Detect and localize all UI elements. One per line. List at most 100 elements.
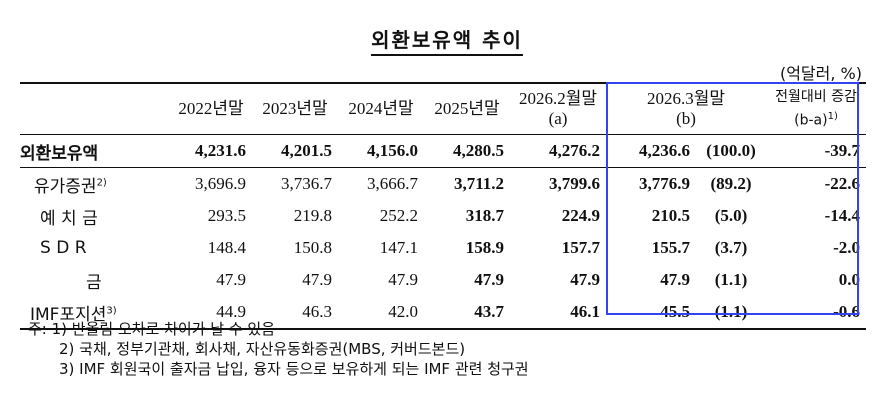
cell-2023-text: 219.8 [293, 206, 332, 225]
cell-2025: 158.9 [424, 232, 510, 264]
cell-share: (1.1) [696, 296, 766, 330]
cell-2023: 3,736.7 [252, 168, 338, 201]
table-body: 외환보유액 4,231.6 4,201.5 4,156.0 4,280.5 4,276.2… [20, 134, 866, 330]
cell-change-text: 0.0 [838, 270, 860, 289]
cell-change: 0.0 [766, 264, 866, 296]
table-row: 외환보유액 4,231.6 4,201.5 4,156.0 4,280.5 4,276.2… [20, 134, 866, 168]
cell-2022-text: 148.4 [207, 238, 246, 257]
row-label-text: 유가증권 [34, 176, 97, 197]
cell-change: -2.0 [766, 232, 866, 264]
cell-2023: 219.8 [252, 200, 338, 232]
cell-mar-2026-text: 3,776.9 [639, 174, 690, 193]
header-mar-2026: 2026.3월말 (b) [606, 82, 766, 135]
cell-change: -0.6 [766, 296, 866, 330]
cell-2022-text: 44.9 [216, 302, 246, 321]
cell-2023-text: 47.9 [302, 270, 332, 289]
cell-change-text: -0.6 [833, 302, 860, 321]
cell-mar-2026: 4,236.6 [606, 134, 696, 168]
cell-feb-2026: 157.7 [510, 232, 606, 264]
cell-2025: 47.9 [424, 264, 510, 296]
cell-2022: 148.4 [170, 232, 252, 264]
cell-2024: 42.0 [338, 296, 424, 330]
cell-change-text: -2.0 [833, 238, 860, 257]
row-label-text: S D R [40, 238, 87, 258]
row-label: IMF포지션3) [20, 296, 170, 330]
row-label: 외환보유액 [20, 134, 170, 168]
cell-feb-2026-text: 224.9 [561, 206, 600, 225]
row-label: 유가증권2) [20, 168, 170, 201]
table-row: 유가증권2) 3,696.9 3,736.7 3,666.7 3,711.2 3,799.… [20, 168, 866, 201]
cell-2025-text: 158.9 [465, 238, 504, 257]
cell-feb-2026: 3,799.6 [510, 168, 606, 201]
cell-2024-text: 147.1 [379, 238, 418, 257]
cell-2024-text: 252.2 [379, 206, 418, 225]
table-row: IMF포지션3) 44.9 46.3 42.0 43.7 46.1 45.5 (1.1) -0.… [20, 296, 866, 330]
cell-2022-text: 47.9 [216, 270, 246, 289]
cell-feb-2026-text: 46.1 [570, 302, 600, 321]
cell-2025: 43.7 [424, 296, 510, 330]
table-header-row: 2022년말 2023년말 2024년말 2025년말 2026.2월말 (a) … [20, 82, 866, 135]
cell-2024-text: 3,666.7 [367, 174, 418, 193]
cell-share-text: (1.1) [714, 270, 748, 289]
cell-mar-2026-text: 47.9 [660, 270, 690, 289]
cell-feb-2026: 224.9 [510, 200, 606, 232]
cell-mar-2026: 47.9 [606, 264, 696, 296]
header-change: 전월대비 증감 (b-a)1) [766, 82, 866, 135]
cell-2022: 47.9 [170, 264, 252, 296]
row-label-text: 금 [86, 272, 102, 293]
cell-change-text: -14.4 [824, 206, 860, 225]
row-label-text: 예 치 금 [40, 208, 98, 229]
cell-2025-text: 43.7 [474, 302, 504, 321]
cell-2022: 4,231.6 [170, 134, 252, 168]
cell-feb-2026: 4,276.2 [510, 134, 606, 168]
cell-2022-text: 3,696.9 [195, 174, 246, 193]
cell-2023: 4,201.5 [252, 134, 338, 168]
cell-2024: 147.1 [338, 232, 424, 264]
cell-feb-2026-text: 4,276.2 [549, 141, 600, 160]
cell-share: (100.0) [696, 134, 766, 168]
footnotes: 주: 1) 반올림 오차로 차이가 날 수 있음 2) 국채, 정부기관채, 회… [28, 319, 529, 379]
cell-2023: 150.8 [252, 232, 338, 264]
table-row: 예 치 금 293.5 219.8 252.2 318.7 224.9 210.5 (5.0)… [20, 200, 866, 232]
cell-share-text: (5.0) [714, 206, 748, 225]
cell-2022-text: 293.5 [207, 206, 246, 225]
cell-2024-text: 42.0 [388, 302, 418, 321]
cell-2023-text: 3,736.7 [281, 174, 332, 193]
header-2022: 2022년말 [170, 82, 252, 135]
cell-2022: 44.9 [170, 296, 252, 330]
cell-mar-2026: 155.7 [606, 232, 696, 264]
row-label: S D R [20, 232, 170, 264]
cell-2022-text: 4,231.6 [195, 141, 246, 160]
cell-2024-text: 4,156.0 [367, 141, 418, 160]
cell-2025-text: 4,280.5 [453, 141, 504, 160]
unit-label: (억달러, %) [779, 64, 862, 83]
header-2025: 2025년말 [424, 82, 510, 135]
cell-2025-text: 47.9 [474, 270, 504, 289]
cell-2023-text: 4,201.5 [281, 141, 332, 160]
cell-feb-2026-text: 47.9 [570, 270, 600, 289]
cell-2022: 293.5 [170, 200, 252, 232]
table-row: S D R 148.4 150.8 147.1 158.9 157.7 155.7 (3.7)… [20, 232, 866, 264]
footnote-1: 주: 1) 반올림 오차로 차이가 날 수 있음 [28, 320, 276, 338]
cell-share-text: (1.1) [714, 302, 748, 321]
cell-mar-2026-text: 4,236.6 [639, 141, 690, 160]
cell-mar-2026-text: 210.5 [651, 206, 690, 225]
cell-2025: 3,711.2 [424, 168, 510, 201]
cell-change: -39.7 [766, 134, 866, 168]
cell-2024: 252.2 [338, 200, 424, 232]
cell-change: -14.4 [766, 200, 866, 232]
cell-feb-2026: 47.9 [510, 264, 606, 296]
page-title: 외환보유액 추이 [0, 24, 894, 56]
cell-2025: 318.7 [424, 200, 510, 232]
cell-change: -22.6 [766, 168, 866, 201]
reserves-table: 2022년말 2023년말 2024년말 2025년말 2026.2월말 (a) … [20, 82, 866, 330]
cell-feb-2026-text: 157.7 [561, 238, 600, 257]
cell-2022: 3,696.9 [170, 168, 252, 201]
cell-2024: 3,666.7 [338, 168, 424, 201]
cell-share-text: (100.0) [706, 141, 756, 160]
cell-feb-2026: 46.1 [510, 296, 606, 330]
cell-share: (89.2) [696, 168, 766, 201]
table-row: 금 47.9 47.9 47.9 47.9 47.9 47.9 (1.1) 0.0 [20, 264, 866, 296]
footnote-3: 3) IMF 회원국이 출자금 납입, 융자 등으로 보유하게 되는 IMF 관… [59, 360, 529, 378]
cell-2024: 4,156.0 [338, 134, 424, 168]
